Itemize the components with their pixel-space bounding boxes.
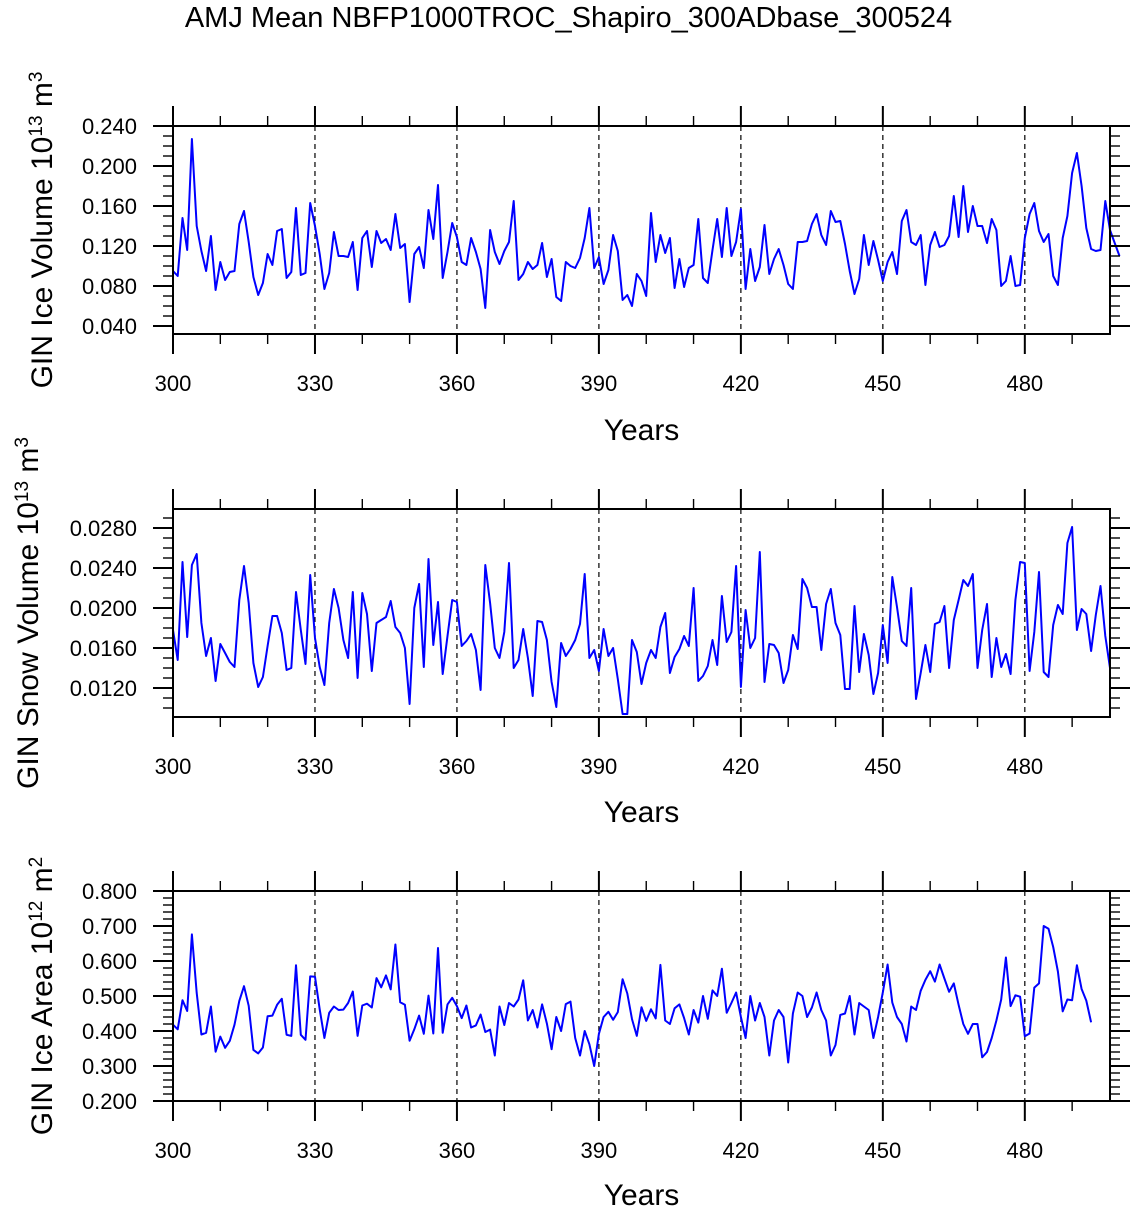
plot-frame [172, 508, 1111, 718]
y-axis-title-part: 3 [26, 72, 47, 83]
y-axis-title-part: GIN Snow Volume 10 [12, 502, 45, 789]
plot-frame [172, 890, 1111, 1102]
y-tick-label: 0.200 [82, 154, 137, 179]
x-tick-label: 360 [439, 754, 476, 779]
y-tick-label: 0.400 [82, 1019, 137, 1044]
y-axis-title-part: m [26, 82, 59, 115]
y-tick-label: 0.0160 [70, 636, 137, 661]
y-tick-label: 0.500 [82, 984, 137, 1009]
y-axis-title-part: 13 [12, 481, 33, 502]
x-tick-label: 300 [155, 371, 192, 396]
x-tick-label: 390 [581, 754, 618, 779]
chart-title: AMJ Mean NBFP1000TROC_Shapiro_300ADbase_… [184, 2, 953, 34]
y-axis-title: GIN Snow Volume 1013 m3 [12, 437, 46, 789]
y-axis-title-part: GIN Ice Volume 10 [26, 137, 59, 389]
x-tick-label: 300 [155, 1138, 192, 1163]
y-tick-label: 0.0240 [70, 556, 137, 581]
x-tick-label: 330 [297, 371, 334, 396]
x-tick-label: 330 [297, 754, 334, 779]
y-tick-label: 0.800 [82, 879, 137, 904]
y-axis-title-part: 3 [12, 437, 33, 448]
x-tick-label: 300 [155, 754, 192, 779]
x-tick-label: 420 [723, 371, 760, 396]
x-axis-title: Years [604, 414, 680, 447]
y-tick-label: 0.0280 [70, 516, 137, 541]
y-axis-title-part: GIN Ice Area 10 [26, 922, 59, 1135]
plot-frame [172, 125, 1111, 335]
x-tick-label: 360 [439, 371, 476, 396]
y-axis-title-part: m [12, 448, 45, 481]
panel-snow-volume: 0.0120 0.0160 0.0200 0.0240 0.0280 300 330 360 3… [12, 437, 1130, 829]
y-tick-label: 0.160 [82, 194, 137, 219]
x-tick-label: 420 [723, 754, 760, 779]
y-tick-label: 0.040 [82, 314, 137, 339]
x-tick-label: 420 [723, 1138, 760, 1163]
y-tick-label: 0.700 [82, 914, 137, 939]
y-tick-label: 0.240 [82, 114, 137, 139]
y-axis-title-part: m [26, 867, 59, 900]
x-tick-label: 450 [864, 1138, 901, 1163]
y-tick-label: 0.080 [82, 274, 137, 299]
series-line-snow-volume [172, 526, 1111, 715]
y-axis-title-part: 2 [26, 857, 47, 868]
x-tick-label: 480 [1006, 371, 1043, 396]
panel-ice-area: 0.200 0.300 0.400 0.500 0.600 0.700 0.800 300 33… [26, 857, 1130, 1211]
y-tick-label: 0.120 [82, 234, 137, 259]
y-axis-title: GIN Ice Area 1012 m2 [26, 857, 60, 1136]
x-tick-label: 450 [864, 371, 901, 396]
y-axis-title-part: 12 [26, 901, 47, 922]
x-axis-title: Years [604, 1179, 680, 1211]
series-line-ice-volume [172, 138, 1121, 309]
y-tick-label: 0.0200 [70, 596, 137, 621]
x-tick-label: 330 [297, 1138, 334, 1163]
y-tick-label: 0.600 [82, 949, 137, 974]
x-tick-label: 480 [1006, 1138, 1043, 1163]
y-tick-label: 0.200 [82, 1089, 137, 1114]
panel-ice-volume: 0.040 0.080 0.120 0.160 0.200 0.240 300 330 360 3… [26, 72, 1130, 447]
x-axis-title: Years [604, 796, 680, 829]
x-tick-label: 360 [439, 1138, 476, 1163]
y-tick-label: 0.300 [82, 1054, 137, 1079]
x-tick-label: 390 [581, 1138, 618, 1163]
x-tick-label: 480 [1006, 754, 1043, 779]
y-axis-title-part: 13 [26, 115, 47, 136]
x-tick-label: 450 [864, 754, 901, 779]
y-tick-label: 0.0120 [70, 676, 137, 701]
y-axis-title: GIN Ice Volume 1013 m3 [26, 72, 60, 389]
series-line-ice-area [172, 925, 1093, 1067]
x-tick-label: 390 [581, 371, 618, 396]
